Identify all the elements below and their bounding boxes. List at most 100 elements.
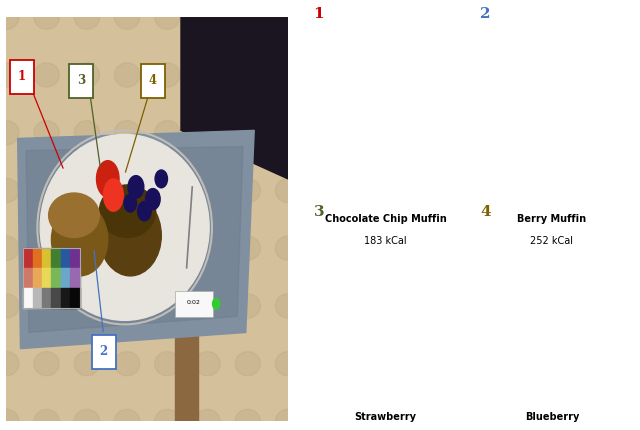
- Ellipse shape: [235, 5, 260, 29]
- Bar: [33, 248, 42, 268]
- Ellipse shape: [0, 409, 19, 430]
- Ellipse shape: [0, 294, 19, 318]
- Polygon shape: [6, 17, 288, 421]
- Ellipse shape: [560, 307, 574, 321]
- Text: 3: 3: [314, 205, 324, 219]
- Circle shape: [138, 202, 151, 221]
- Ellipse shape: [195, 63, 220, 87]
- Circle shape: [128, 175, 144, 198]
- Ellipse shape: [235, 178, 260, 203]
- Ellipse shape: [34, 409, 60, 430]
- Ellipse shape: [195, 178, 220, 203]
- Text: 2: 2: [480, 7, 490, 22]
- Bar: [23, 288, 33, 308]
- Ellipse shape: [0, 120, 19, 145]
- Ellipse shape: [195, 236, 220, 260]
- Circle shape: [155, 170, 168, 188]
- Ellipse shape: [97, 161, 119, 197]
- Bar: [70, 248, 79, 268]
- Ellipse shape: [99, 195, 161, 276]
- Ellipse shape: [540, 62, 579, 116]
- Ellipse shape: [0, 352, 19, 376]
- Ellipse shape: [74, 5, 100, 29]
- Ellipse shape: [235, 120, 260, 145]
- Ellipse shape: [49, 193, 99, 237]
- Ellipse shape: [235, 63, 260, 87]
- Ellipse shape: [115, 178, 140, 203]
- Ellipse shape: [74, 120, 100, 145]
- Ellipse shape: [74, 236, 100, 260]
- Ellipse shape: [155, 294, 180, 318]
- Bar: [51, 248, 61, 268]
- Ellipse shape: [115, 352, 140, 376]
- Text: 1: 1: [18, 70, 26, 83]
- Ellipse shape: [235, 352, 260, 376]
- Bar: [33, 288, 42, 308]
- Ellipse shape: [275, 409, 301, 430]
- Ellipse shape: [275, 63, 301, 87]
- Bar: [42, 248, 51, 268]
- Ellipse shape: [74, 409, 100, 430]
- Text: 4: 4: [480, 205, 491, 219]
- Circle shape: [145, 189, 160, 209]
- Ellipse shape: [34, 5, 60, 29]
- Ellipse shape: [195, 5, 220, 29]
- Bar: [23, 268, 33, 288]
- Bar: [42, 288, 51, 308]
- Polygon shape: [181, 17, 288, 179]
- Text: 252 kCal: 252 kCal: [531, 236, 573, 246]
- Ellipse shape: [115, 409, 140, 430]
- Ellipse shape: [0, 236, 19, 260]
- Ellipse shape: [381, 309, 399, 329]
- FancyBboxPatch shape: [10, 60, 34, 95]
- Text: 3: 3: [77, 74, 85, 87]
- FancyBboxPatch shape: [141, 64, 165, 98]
- Text: 1: 1: [314, 7, 324, 22]
- Ellipse shape: [40, 135, 209, 320]
- Ellipse shape: [557, 301, 563, 308]
- Ellipse shape: [155, 63, 180, 87]
- Ellipse shape: [235, 409, 260, 430]
- Bar: [51, 288, 61, 308]
- Circle shape: [212, 298, 220, 309]
- Ellipse shape: [275, 178, 301, 203]
- Ellipse shape: [275, 294, 301, 318]
- Ellipse shape: [195, 409, 220, 430]
- Ellipse shape: [195, 120, 220, 145]
- Bar: [70, 288, 79, 308]
- Ellipse shape: [115, 294, 140, 318]
- Ellipse shape: [74, 63, 100, 87]
- Ellipse shape: [34, 236, 60, 260]
- Ellipse shape: [34, 352, 60, 376]
- Ellipse shape: [74, 294, 100, 318]
- Ellipse shape: [572, 299, 580, 307]
- Text: 2: 2: [99, 345, 108, 358]
- Text: 0:02: 0:02: [187, 301, 200, 305]
- Ellipse shape: [34, 294, 60, 318]
- Ellipse shape: [34, 63, 60, 87]
- Ellipse shape: [104, 179, 124, 211]
- FancyBboxPatch shape: [92, 335, 116, 369]
- Ellipse shape: [115, 63, 140, 87]
- Bar: [42, 268, 51, 288]
- Ellipse shape: [195, 294, 220, 318]
- Ellipse shape: [115, 120, 140, 145]
- Ellipse shape: [0, 63, 19, 87]
- Bar: [23, 248, 33, 268]
- Polygon shape: [175, 171, 198, 421]
- FancyBboxPatch shape: [175, 291, 212, 317]
- Circle shape: [124, 194, 136, 212]
- Ellipse shape: [235, 236, 260, 260]
- Bar: [23, 248, 79, 308]
- Bar: [61, 268, 70, 288]
- Ellipse shape: [275, 236, 301, 260]
- Ellipse shape: [0, 5, 19, 29]
- Ellipse shape: [155, 178, 180, 203]
- Ellipse shape: [155, 352, 180, 376]
- Ellipse shape: [275, 5, 301, 29]
- Bar: [33, 268, 42, 288]
- Ellipse shape: [99, 185, 156, 237]
- Ellipse shape: [155, 409, 180, 430]
- Polygon shape: [26, 147, 243, 332]
- Ellipse shape: [0, 178, 19, 203]
